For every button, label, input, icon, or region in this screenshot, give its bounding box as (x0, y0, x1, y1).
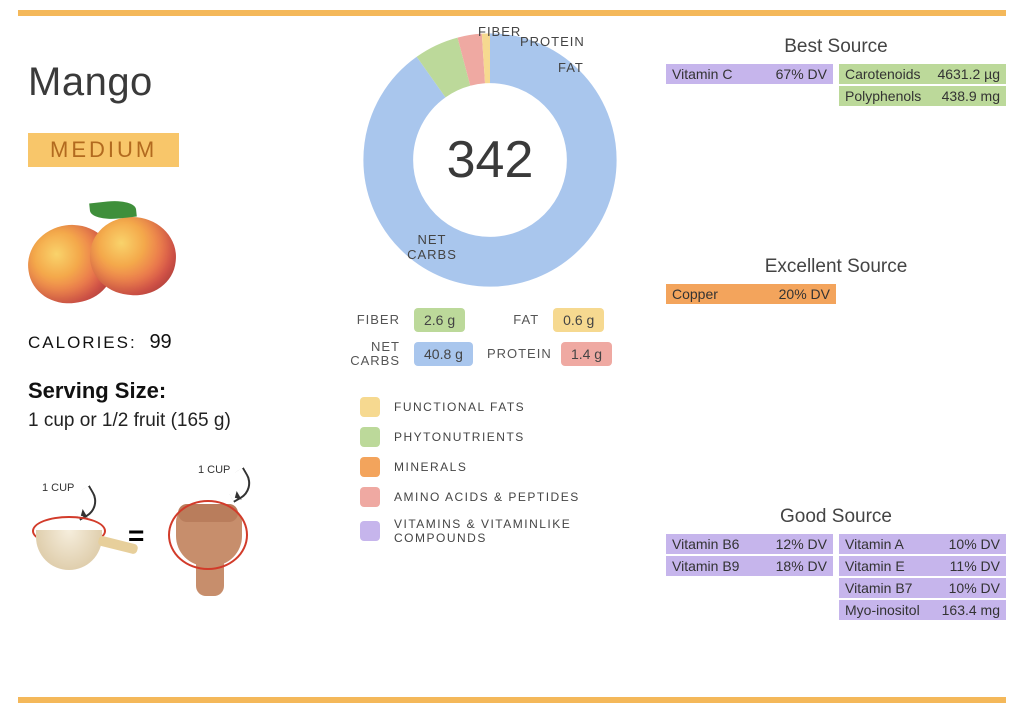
size-badge: MEDIUM (28, 133, 179, 167)
macro-name: NET CARBS (340, 340, 400, 369)
legend-label: MINERALS (394, 460, 467, 474)
source-pill: Vitamin B7 10% DV (839, 578, 1006, 598)
fist-icon (168, 496, 252, 596)
macro-name: FIBER (340, 313, 400, 327)
slice-label-netcarbs: NET CARBS (402, 232, 462, 262)
legend-item: PHYTONUTRIENTS (360, 427, 650, 447)
source-pill: Copper 20% DV (666, 284, 836, 304)
calories-row: CALORIES: 99 (28, 331, 308, 354)
nutrient-value: 18% DV (776, 558, 827, 574)
source-pill: Myo-inositol 163.4 mg (839, 600, 1006, 620)
macro-row: NET CARBS 40.8 g PROTEIN 1.4 g (330, 340, 650, 369)
best-source-section: Best Source Vitamin C 67% DV Carotenoids… (666, 36, 1006, 106)
macro-donut-chart: 342 FIBER PROTEIN FAT NET CARBS (360, 30, 620, 290)
nutrient-value: 10% DV (949, 536, 1000, 552)
source-pill: Vitamin E 11% DV (839, 556, 1006, 576)
macro-name: PROTEIN (487, 347, 547, 361)
legend-swatch (360, 487, 380, 507)
nutrient-value: 163.4 mg (942, 602, 1000, 618)
slice-label-fiber: FIBER (478, 24, 521, 39)
macro-chip-netcarbs: 40.8 g (414, 342, 473, 366)
nutrient-name: Vitamin C (672, 66, 732, 82)
nutrient-name: Vitamin B6 (672, 536, 739, 552)
source-pill: Vitamin C 67% DV (666, 64, 833, 84)
nutrient-value: 11% DV (950, 558, 1000, 574)
accent-bar-top (18, 10, 1006, 16)
macro-name: FAT (479, 313, 539, 327)
macro-chip-protein: 1.4 g (561, 342, 612, 366)
source-column: Vitamin C 67% DV (666, 64, 833, 106)
section-title: Excellent Source (666, 256, 1006, 278)
source-pill: Carotenoids 4631.2 µg (839, 64, 1006, 84)
middle-column: 342 FIBER PROTEIN FAT NET CARBS FIBER 2.… (330, 30, 650, 555)
good-source-section: Good Source Vitamin B6 12% DV Vitamin B9… (666, 506, 1006, 628)
nutrient-value: 10% DV (949, 580, 1000, 596)
legend-item: AMINO ACIDS & PEPTIDES (360, 487, 650, 507)
nutrient-value: 4631.2 µg (937, 66, 1000, 82)
food-title: Mango (28, 60, 308, 105)
nutrient-name: Vitamin A (845, 536, 904, 552)
nutrient-value: 12% DV (776, 536, 827, 552)
legend-label: PHYTONUTRIENTS (394, 430, 525, 444)
nutrient-name: Polyphenols (845, 88, 921, 104)
legend-item: MINERALS (360, 457, 650, 477)
equals-sign: = (128, 520, 144, 552)
macro-values-grid: FIBER 2.6 g FAT 0.6 g NET CARBS 40.8 g P… (330, 308, 650, 369)
category-legend: FUNCTIONAL FATS PHYTONUTRIENTS MINERALS … (330, 397, 650, 545)
macro-chip-fat: 0.6 g (553, 308, 604, 332)
fruit-illustration (28, 195, 198, 305)
calories-value: 99 (149, 331, 171, 353)
nutrient-name: Copper (672, 286, 718, 302)
nutrient-name: Vitamin B9 (672, 558, 739, 574)
legend-swatch (360, 457, 380, 477)
macro-chip-fiber: 2.6 g (414, 308, 465, 332)
nutrient-value: 20% DV (779, 286, 830, 302)
nutrient-name: Myo-inositol (845, 602, 920, 618)
left-column: Mango MEDIUM CALORIES: 99 Serving Size: … (28, 60, 308, 602)
serving-label: Serving Size: (28, 378, 308, 404)
cup-label-left: 1 CUP (42, 482, 74, 494)
donut-center-value: 342 (447, 130, 534, 190)
source-pill: Vitamin B9 18% DV (666, 556, 833, 576)
excellent-source-section: Excellent Source Copper 20% DV (666, 256, 1006, 304)
accent-bar-bottom (18, 697, 1006, 703)
legend-swatch (360, 521, 380, 541)
source-column: Vitamin A 10% DV Vitamin E 11% DV Vitami… (839, 534, 1006, 620)
legend-swatch (360, 427, 380, 447)
source-pill: Vitamin A 10% DV (839, 534, 1006, 554)
nutrient-name: Carotenoids (845, 66, 921, 82)
slice-label-protein: PROTEIN (520, 34, 585, 49)
cup-label-right: 1 CUP (198, 464, 230, 476)
serving-value: 1 cup or 1/2 fruit (165 g) (28, 410, 308, 432)
nutrient-value: 438.9 mg (942, 88, 1000, 104)
legend-item: VITAMINS & VITAMINLIKE COMPOUNDS (360, 517, 650, 545)
nutrient-name: Vitamin E (845, 558, 905, 574)
legend-label: VITAMINS & VITAMINLIKE COMPOUNDS (394, 517, 650, 545)
cup-equals-fist-figure: 1 CUP 1 CUP = (28, 462, 288, 602)
source-column: Copper 20% DV (666, 284, 836, 304)
source-column: Carotenoids 4631.2 µg Polyphenols 438.9 … (839, 64, 1006, 106)
legend-swatch (360, 397, 380, 417)
legend-label: AMINO ACIDS & PEPTIDES (394, 490, 580, 504)
slice-label-fat: FAT (558, 60, 584, 75)
nutrient-value: 67% DV (776, 66, 827, 82)
legend-item: FUNCTIONAL FATS (360, 397, 650, 417)
source-column: Vitamin B6 12% DV Vitamin B9 18% DV (666, 534, 833, 620)
calories-label: CALORIES: (28, 333, 137, 352)
right-column: Best Source Vitamin C 67% DV Carotenoids… (666, 36, 1006, 312)
source-pill: Polyphenols 438.9 mg (839, 86, 1006, 106)
source-pill: Vitamin B6 12% DV (666, 534, 833, 554)
legend-label: FUNCTIONAL FATS (394, 400, 525, 414)
section-title: Good Source (666, 506, 1006, 528)
macro-row: FIBER 2.6 g FAT 0.6 g (330, 308, 650, 332)
nutrient-name: Vitamin B7 (845, 580, 912, 596)
section-title: Best Source (666, 36, 1006, 58)
